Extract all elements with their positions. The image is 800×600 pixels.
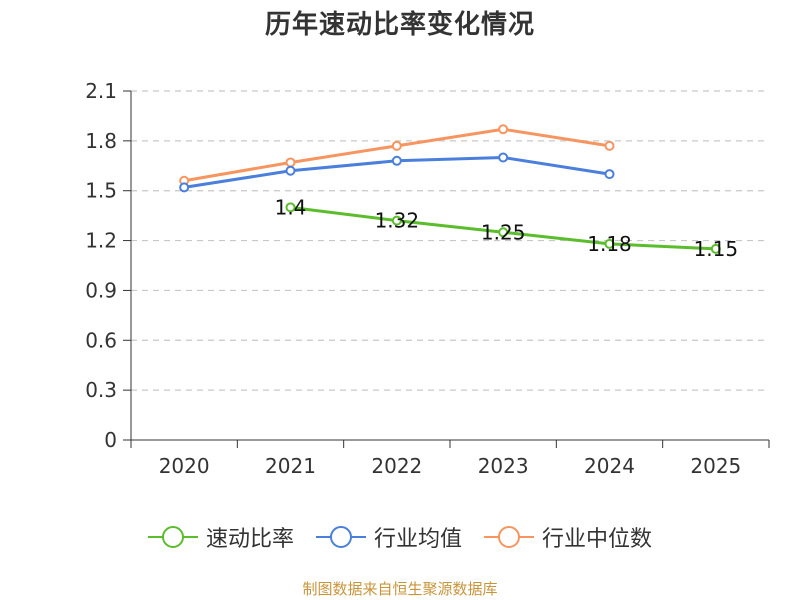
data-point [391,215,402,226]
y-tick-label: 0 [104,428,117,452]
legend-swatch-icon [147,526,198,548]
x-tick-label: 2021 [265,454,316,478]
x-tick-label: 2024 [584,454,635,478]
data-label: 1.32 [375,209,420,233]
legend-item-industry-median[interactable]: 行业中位数 [484,521,652,553]
x-tick-label: 2022 [371,454,422,478]
data-point [604,140,615,151]
data-point [710,243,721,254]
data-label: 1.15 [694,237,739,261]
data-point [604,169,615,180]
x-tick-label: 2020 [159,454,210,478]
x-tick-label: 2023 [478,454,529,478]
axes [130,91,769,441]
y-tick-label: 1.5 [85,179,117,203]
legend-marker [161,526,184,548]
source-note: 制图数据来自恒生聚源数据库 [302,580,498,598]
legend-label: 速动比率 [205,527,294,552]
y-tick-label: 1.2 [85,229,117,253]
legend: 速动比率 行业均值 行业中位数 [0,519,800,555]
data-point [498,152,509,163]
y-tick-label: 0.3 [85,378,117,402]
legend-label: 行业均值 [373,527,462,552]
legend-swatch-icon [484,526,534,548]
data-point [498,124,509,135]
x-tick-label: 2025 [690,454,741,478]
x-ticks: 2020 2021 2022 2023 2024 2025 [130,440,770,478]
data-point [391,140,402,151]
y-ticks: 0 0.3 0.6 0.9 1.2 1.5 1.8 2.1 [85,79,131,452]
grid [131,90,769,391]
chart-title: 历年速动比率变化情况 [264,10,535,40]
legend-label: 行业中位数 [542,527,653,552]
data-label: 1.4 [275,195,307,219]
data-label: 1.18 [587,232,632,256]
y-tick-label: 1.8 [85,129,117,153]
y-tick-label: 0.9 [85,278,117,302]
data-point [604,238,615,249]
series [179,124,721,254]
data-point [285,165,296,176]
legend-marker [329,526,352,548]
series-line [183,127,610,183]
data-point [498,227,509,238]
legend-marker [498,526,520,548]
legend-swatch-icon [315,526,366,548]
data-point [285,157,296,168]
data-point [285,202,296,213]
legend-item-industry-mean[interactable]: 行业均值 [315,521,462,553]
y-tick-label: 2.1 [85,79,117,103]
data-point [179,182,190,193]
data-label: 1.25 [481,220,526,244]
y-tick-label: 0.6 [85,328,117,352]
data-labels: 1.4 1.32 1.25 1.18 1.15 [275,195,739,261]
data-point [391,155,402,166]
legend-item-quick-ratio[interactable]: 速动比率 [147,521,294,553]
